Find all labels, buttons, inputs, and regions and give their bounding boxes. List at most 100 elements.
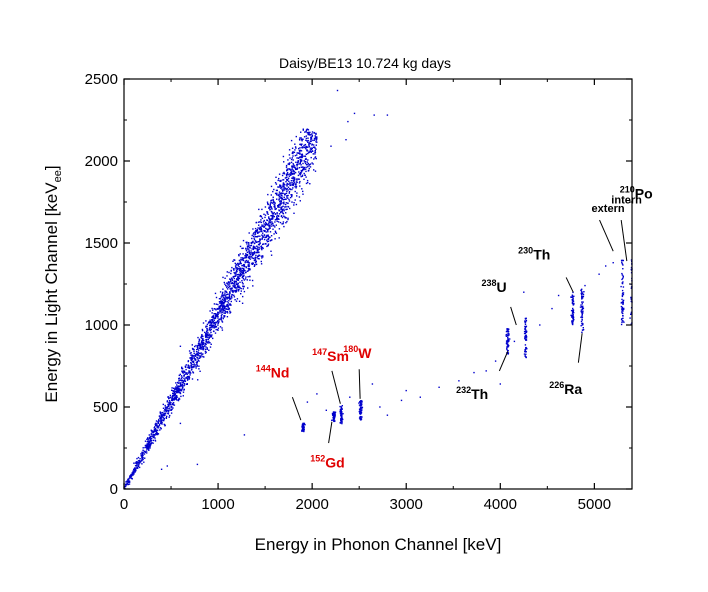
peak-point [581, 316, 584, 318]
band-point [267, 203, 269, 206]
band-point [160, 417, 163, 419]
band-point [228, 304, 231, 306]
data-points [123, 89, 633, 489]
band-point [149, 437, 151, 440]
band-point [292, 155, 294, 157]
band-point [235, 280, 237, 282]
band-point [272, 215, 275, 217]
element-symbol: Nd [271, 364, 290, 380]
band-point [241, 281, 244, 284]
scatter-point [386, 414, 389, 416]
band-point [296, 168, 298, 170]
band-point [272, 213, 274, 215]
band-point [270, 206, 272, 208]
peak-point [622, 315, 624, 317]
band-point [239, 287, 241, 289]
band-point [266, 240, 269, 243]
band-point [228, 294, 231, 296]
peak-point [332, 416, 334, 419]
band-point [209, 310, 211, 312]
band-point [290, 172, 292, 174]
band-point [235, 300, 238, 302]
band-point [170, 406, 173, 408]
band-point [132, 470, 134, 472]
band-point [222, 288, 224, 290]
band-point [266, 234, 268, 237]
band-point [289, 157, 291, 159]
band-point [222, 299, 225, 301]
band-point [175, 382, 177, 384]
band-point [183, 388, 185, 391]
band-point [221, 302, 224, 304]
peak-point [333, 413, 336, 415]
band-point [171, 389, 173, 391]
band-point [252, 285, 254, 287]
band-point [154, 429, 156, 431]
band-point [294, 172, 297, 174]
band-point [183, 384, 186, 386]
band-point [279, 204, 281, 206]
band-point [207, 329, 209, 331]
band-point [231, 287, 233, 289]
band-point [292, 187, 294, 189]
band-point [245, 249, 248, 252]
band-point [253, 232, 255, 234]
band-point [205, 351, 207, 353]
peak-point [622, 293, 625, 296]
band-point [220, 316, 223, 318]
band-point [129, 475, 131, 478]
band-point [279, 200, 281, 203]
band-point [229, 291, 231, 293]
band-point [196, 354, 198, 356]
band-point [166, 410, 169, 412]
band-point [299, 147, 301, 149]
peak-point [524, 320, 526, 322]
band-point [213, 330, 215, 333]
band-point [179, 379, 181, 381]
band-point [295, 147, 297, 149]
band-point [299, 137, 301, 139]
band-point [253, 265, 256, 267]
band-point [197, 358, 199, 360]
band-point [266, 245, 268, 248]
band-point [168, 403, 170, 405]
scatter-point [598, 273, 600, 275]
band-point [262, 255, 264, 257]
band-point [314, 147, 316, 149]
band-point [285, 192, 288, 195]
band-point [288, 149, 291, 151]
band-point [234, 287, 237, 289]
band-point [140, 460, 143, 462]
band-point [244, 257, 247, 259]
band-point [269, 208, 271, 210]
band-point [268, 206, 270, 209]
band-point [248, 232, 250, 234]
peak-point [360, 418, 363, 420]
annotation-th232: 232Th [456, 385, 488, 402]
band-point [277, 217, 279, 220]
band-point [205, 320, 207, 322]
band-point [266, 211, 268, 213]
band-point [196, 348, 198, 351]
band-point [236, 298, 239, 300]
peak-point [524, 321, 526, 324]
band-point [205, 333, 207, 335]
band-point [168, 397, 170, 400]
band-point [163, 419, 165, 422]
band-point [296, 157, 298, 159]
band-point [223, 302, 225, 304]
band-point [213, 324, 215, 327]
band-point [148, 449, 150, 451]
band-point [272, 225, 274, 227]
band-point [267, 202, 269, 205]
band-point [234, 291, 237, 293]
band-point [280, 208, 282, 211]
band-point [286, 184, 288, 186]
peak-point [620, 323, 623, 326]
band-point [242, 295, 244, 298]
band-point [210, 328, 212, 331]
band-point [234, 273, 236, 275]
band-point [266, 239, 268, 241]
band-point [225, 284, 227, 287]
peak-point [524, 338, 526, 340]
